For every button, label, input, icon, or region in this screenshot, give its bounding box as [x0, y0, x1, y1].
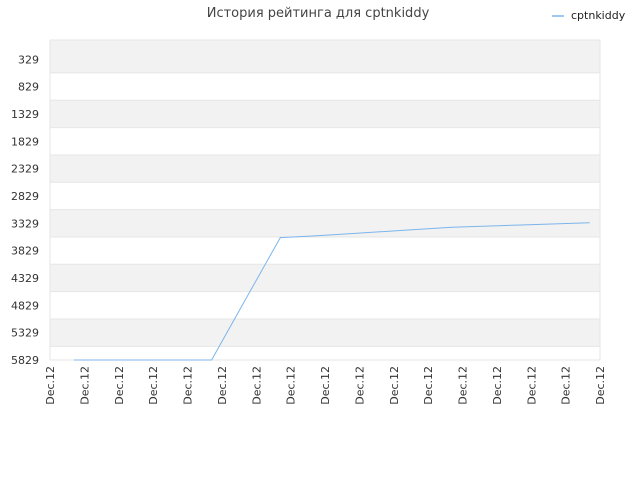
plot-band: [50, 182, 600, 210]
x-tick-label: Dec.12: [560, 366, 573, 405]
legend-label: cptnkiddy: [571, 9, 626, 22]
grid-lines: [49, 39, 601, 361]
y-tick-label: 4829: [11, 299, 39, 312]
x-axis-ticks: Dec.12 Dec.12 Dec.12 Dec.12 Dec.12 Dec.12 Dec.…: [44, 366, 607, 405]
plot-band: [50, 264, 600, 292]
x-tick-label: Dec.12: [285, 366, 298, 405]
plot-band: [50, 40, 600, 73]
x-tick-label: Dec.12: [457, 366, 470, 405]
x-tick-label: Dec.12: [353, 366, 366, 405]
plot-band: [50, 154, 600, 183]
plot-band: [50, 209, 600, 237]
plot-band: [50, 72, 600, 101]
y-axis-ticks: 329 829 1329 1829 2329 2829 3329 3829 4329 4829 53…: [11, 53, 39, 367]
plot-band: [50, 346, 600, 360]
x-tick-label: Dec.12: [388, 366, 401, 405]
x-tick-label: Dec.12: [78, 366, 91, 405]
x-tick-label: Dec.12: [147, 366, 160, 405]
y-tick-label: 3829: [11, 245, 39, 258]
plot-band: [50, 127, 600, 155]
plot-bands: [50, 40, 600, 360]
y-tick-label: 5329: [11, 327, 39, 340]
x-tick-label: Dec.12: [422, 366, 435, 405]
y-tick-label: 1329: [11, 108, 39, 121]
plot-band: [50, 318, 600, 347]
y-tick-label: 2329: [11, 163, 39, 176]
x-tick-label: Dec.12: [491, 366, 504, 405]
y-tick-label: 829: [18, 81, 39, 94]
x-tick-label: Dec.12: [182, 366, 195, 405]
y-tick-label: 3329: [11, 217, 39, 230]
y-tick-label: 5829: [11, 354, 39, 367]
plot-band: [50, 100, 600, 128]
legend[interactable]: cptnkiddy: [552, 9, 626, 22]
x-tick-label: Dec.12: [525, 366, 538, 405]
chart-title: История рейтинга для cptnkiddy: [207, 6, 430, 21]
y-tick-label: 1829: [11, 135, 39, 148]
plot-band: [50, 236, 600, 265]
y-tick-label: 329: [18, 53, 39, 66]
x-tick-label: Dec.12: [113, 366, 126, 405]
plot-band: [50, 291, 600, 319]
series-lines: [74, 222, 590, 361]
series-line: [74, 222, 590, 361]
y-tick-label: 2829: [11, 190, 39, 203]
x-tick-label: Dec.12: [594, 366, 607, 405]
y-tick-label: 4329: [11, 272, 39, 285]
x-tick-label: Dec.12: [44, 366, 57, 405]
x-tick-label: Dec.12: [250, 366, 263, 405]
x-tick-label: Dec.12: [319, 366, 332, 405]
x-tick-label: Dec.12: [216, 366, 229, 405]
